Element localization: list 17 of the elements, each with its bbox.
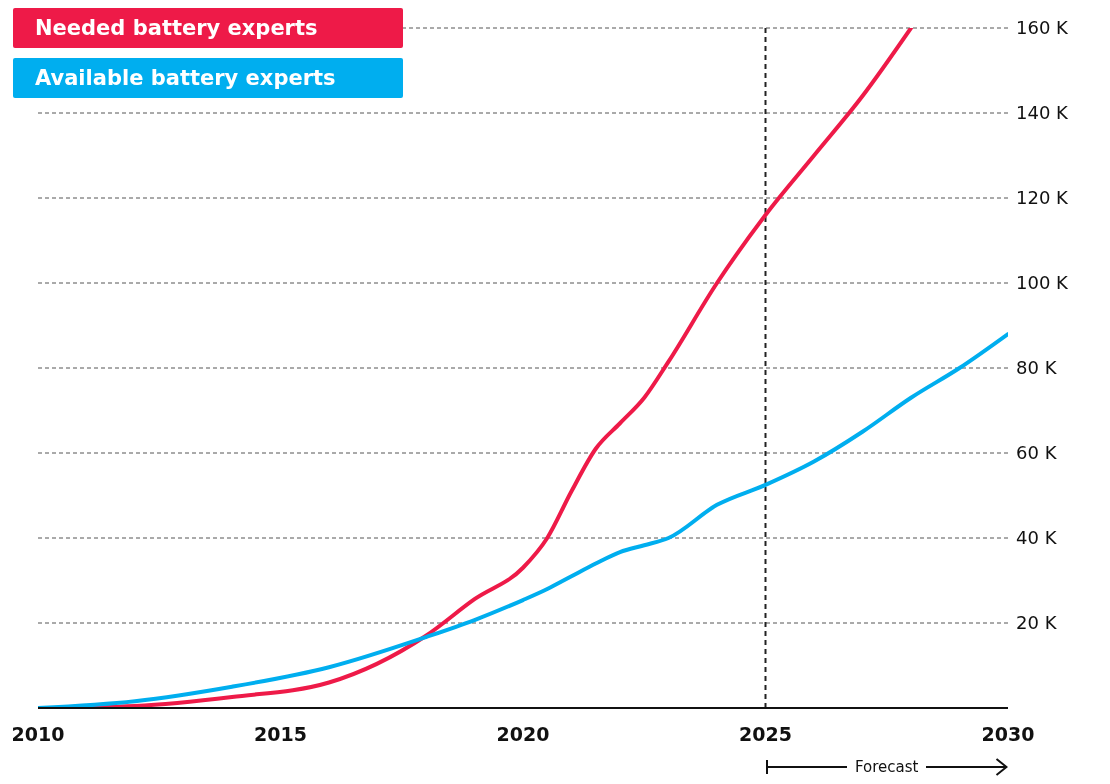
text: Forecast [847,758,927,776]
line-series [38,332,1008,708]
y-tick-label: 20 K [1016,612,1058,634]
x-tick-label: 2010 [11,723,65,746]
y-tick-label: 140 K [1016,102,1070,124]
y-tick-label: 120 K [1016,187,1070,209]
y-tick-label: 60 K [1016,442,1058,464]
y-tick-label: 160 K [1016,17,1070,39]
text: Available battery experts [13,58,403,98]
y-tick-label: 40 K [1016,527,1058,549]
y-tick-label: 80 K [1016,357,1058,379]
y-tick-label: 100 K [1016,272,1070,294]
text: Needed battery experts [13,8,403,48]
x-tick-label: 2020 [496,723,550,746]
x-tick-label: 2030 [981,723,1035,746]
x-tick-label: 2015 [254,723,307,746]
x-tick-label: 2025 [739,723,792,746]
